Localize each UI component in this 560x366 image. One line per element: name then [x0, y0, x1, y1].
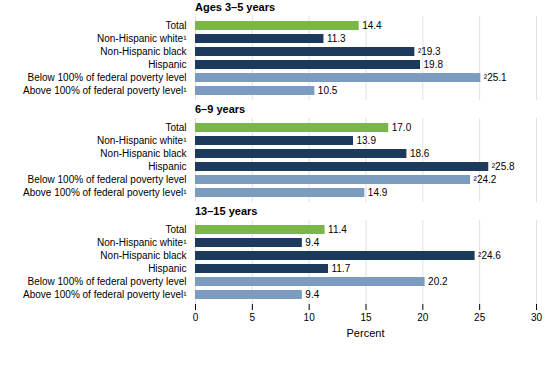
svg-text:20: 20 [417, 312, 429, 323]
svg-text:10.5: 10.5 [318, 85, 338, 96]
svg-text:²19.3: ²19.3 [418, 46, 441, 57]
svg-text:Non-Hispanic black: Non-Hispanic black [100, 46, 187, 57]
svg-text:11.4: 11.4 [328, 224, 347, 235]
svg-text:10: 10 [304, 312, 316, 323]
svg-text:19.8: 19.8 [424, 59, 444, 70]
svg-text:0: 0 [193, 312, 199, 323]
svg-text:Total: Total [165, 122, 186, 133]
html-text:Percent: Percent [346, 327, 385, 339]
svg-text:Total: Total [165, 224, 186, 235]
svg-text:²24.6: ²24.6 [478, 250, 501, 261]
svg-text:²25.1: ²25.1 [484, 72, 507, 83]
svg-text:30: 30 [531, 312, 543, 323]
svg-text:²25.8: ²25.8 [492, 161, 515, 172]
svg-text:Above 100% of federal poverty: Above 100% of federal poverty level¹ [23, 289, 187, 300]
svg-text:Below 100% of federal poverty: Below 100% of federal poverty level [28, 72, 187, 83]
svg-text:14.9: 14.9 [368, 187, 388, 198]
svg-text:17.0: 17.0 [392, 122, 412, 133]
svg-text:Above 100% of federal poverty: Above 100% of federal poverty level¹ [23, 85, 187, 96]
svg-text:Non-Hispanic black: Non-Hispanic black [100, 148, 187, 159]
svg-text:Hispanic: Hispanic [148, 59, 186, 70]
svg-text:²24.2: ²24.2 [474, 174, 497, 185]
svg-text:Above 100% of federal poverty: Above 100% of federal poverty level¹ [23, 187, 187, 198]
svg-text:Non-Hispanic white¹: Non-Hispanic white¹ [97, 135, 187, 146]
svg-text:5: 5 [250, 312, 256, 323]
svg-text:18.6: 18.6 [410, 148, 430, 159]
svg-text:Below 100% of federal poverty: Below 100% of federal poverty level [28, 174, 187, 185]
svg-text:Hispanic: Hispanic [148, 161, 186, 172]
html-text:13–15 years: 13–15 years [195, 205, 258, 217]
svg-text:13.9: 13.9 [356, 135, 376, 146]
svg-text:15: 15 [360, 312, 372, 323]
html-text:6–9 years: 6–9 years [195, 103, 246, 115]
svg-text:Non-Hispanic white¹: Non-Hispanic white¹ [97, 237, 187, 248]
svg-text:9.4: 9.4 [305, 289, 319, 300]
svg-text:25: 25 [474, 312, 486, 323]
svg-text:9.4: 9.4 [305, 237, 319, 248]
svg-text:Hispanic: Hispanic [148, 263, 186, 274]
svg-text:Total: Total [165, 20, 186, 31]
svg-text:11.3: 11.3 [327, 33, 346, 44]
svg-text:14.4: 14.4 [362, 20, 382, 31]
svg-text:Non-Hispanic black: Non-Hispanic black [100, 250, 187, 261]
svg-text:11.7: 11.7 [331, 263, 350, 274]
svg-text:Below 100% of federal poverty: Below 100% of federal poverty level [28, 276, 187, 287]
svg-text:Non-Hispanic white¹: Non-Hispanic white¹ [97, 33, 187, 44]
svg-text:20.2: 20.2 [428, 276, 448, 287]
html-text:Ages 3–5 years: Ages 3–5 years [195, 1, 276, 13]
